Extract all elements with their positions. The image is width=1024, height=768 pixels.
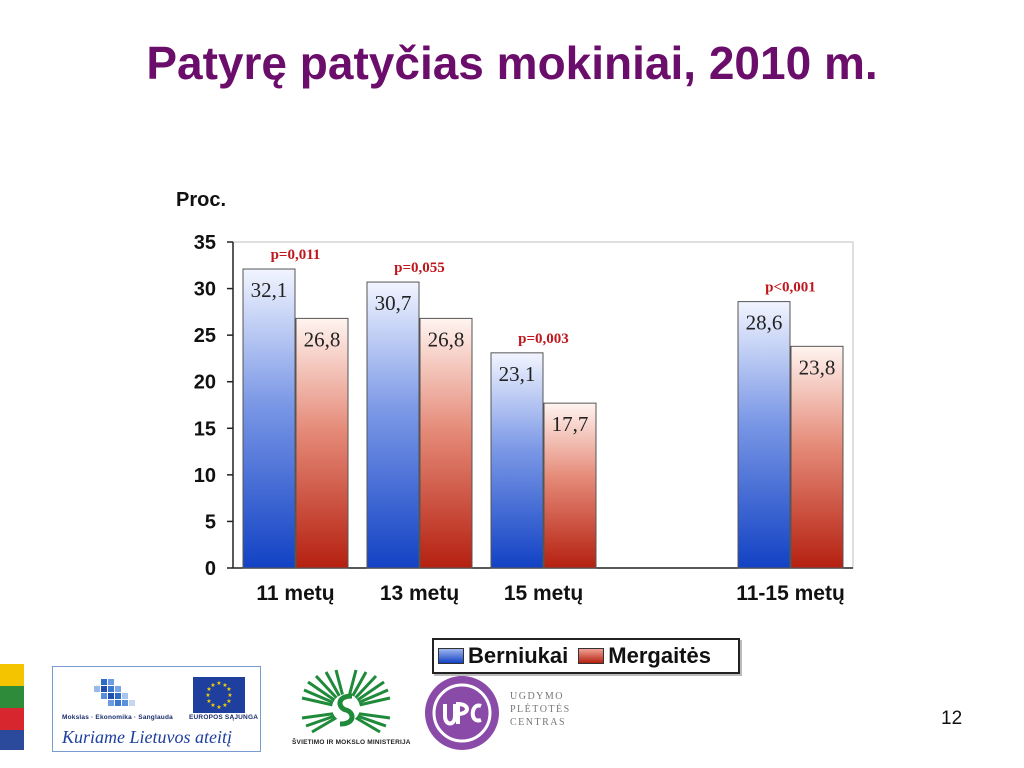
bar-berniukai-0	[242, 268, 296, 569]
legend-label-berniukai: Berniukai	[468, 643, 569, 668]
p-value-annotation: p<0,001	[765, 280, 816, 296]
y-tick-label: 25	[194, 325, 216, 347]
upc-logo-icon	[425, 676, 499, 750]
partner-motto: Mokslas · Ekonomika · Sanglauda	[62, 714, 173, 721]
bar-value-label: 32,1	[251, 278, 288, 302]
color-stripe-blue	[0, 730, 24, 750]
chart-legend: Berniukai Mergaitės	[432, 638, 740, 674]
y-tick-label: 15	[194, 418, 216, 440]
y-axis-label: Proc.	[176, 189, 226, 211]
x-axis-labels: 11 metų 13 metų 15 metų 11-15 metų	[256, 582, 844, 605]
legend-item-mergaites: Mergaitės	[578, 643, 711, 669]
p-value-annotation: p=0,003	[518, 331, 569, 347]
eu-flag-icon: ★ ★ ★ ★ ★ ★ ★ ★ ★ ★ ★ ★	[193, 677, 245, 713]
ministry-label: ŠVIETIMO IR MOKSLO MINISTERIJA	[292, 739, 411, 746]
upc-line-2: PLĖTOTĖS	[510, 704, 571, 715]
bar-chart: Proc. 0 5 10 15 20 25 30 35 32,1 26,8 p=0,011 30,7…	[176, 189, 854, 605]
svg-text:★: ★	[206, 698, 211, 705]
svg-text:★: ★	[205, 692, 210, 699]
bar-value-label: 17,7	[552, 412, 589, 436]
bar-mergaites-1	[419, 317, 473, 569]
color-stripe-yellow	[0, 664, 24, 686]
legend-swatch-red	[578, 648, 605, 664]
legend-item-berniukai: Berniukai	[438, 643, 568, 669]
ministry-emblem-icon	[301, 669, 391, 734]
color-stripe-red	[0, 708, 24, 730]
p-value-annotation: p=0,011	[271, 247, 321, 263]
bars-group: 32,1 26,8 p=0,011 30,7 26,8 p=0,055 23,1 17,7 p=…	[242, 247, 844, 569]
bar-value-label: 26,8	[304, 327, 341, 351]
upc-line-1: UGDYMO	[510, 691, 564, 702]
svg-text:★: ★	[227, 692, 232, 699]
bar-mergaites-0	[295, 317, 349, 569]
svg-text:★: ★	[222, 682, 227, 689]
svg-text:★: ★	[216, 704, 221, 711]
y-tick-label: 0	[205, 558, 216, 580]
bar-value-label: 28,6	[746, 311, 783, 335]
partner-logo: ★ ★ ★ ★ ★ ★ ★ ★ ★ ★ ★ ★ Mokslas · Ekonomika · Sa…	[52, 666, 261, 752]
x-category-label: 11-15 metų	[736, 582, 845, 605]
partner-slogan: Kuriame Lietuvos ateitį	[62, 727, 232, 747]
x-category-label: 13 metų	[380, 582, 459, 605]
svg-text:★: ★	[226, 698, 231, 705]
svg-text:★: ★	[206, 686, 211, 693]
color-stripe-green	[0, 686, 24, 708]
svg-text:★: ★	[222, 702, 227, 709]
eu-label: EUROPOS SĄJUNGA	[189, 714, 259, 721]
svg-text:★: ★	[210, 702, 215, 709]
svg-text:★: ★	[216, 680, 221, 687]
y-tick-label: 10	[194, 465, 216, 487]
bar-berniukai-1	[366, 281, 420, 569]
y-tick-label: 20	[194, 372, 216, 394]
bar-value-label: 23,8	[799, 355, 836, 379]
p-value-annotation: p=0,055	[394, 260, 445, 276]
y-tick-label: 35	[194, 232, 216, 254]
page-number: 12	[941, 708, 963, 729]
y-tick-label: 30	[194, 279, 216, 301]
pixel-map-icon	[94, 679, 135, 706]
bar-value-label: 23,1	[499, 362, 536, 386]
bar-berniukai-2	[490, 352, 544, 569]
legend-label-mergaites: Mergaitės	[608, 643, 711, 668]
upc-label: UGDYMO PLĖTOTĖS CENTRAS	[510, 690, 571, 729]
upc-line-3: CENTRAS	[510, 717, 567, 728]
x-category-label: 11 metų	[256, 582, 334, 605]
svg-text:★: ★	[210, 682, 215, 689]
bar-value-label: 26,8	[428, 327, 465, 351]
legend-swatch-blue	[438, 648, 464, 664]
bar-berniukai-3	[737, 301, 791, 569]
svg-text:★: ★	[226, 686, 231, 693]
y-tick-label: 5	[205, 511, 216, 533]
bar-value-label: 30,7	[375, 291, 412, 315]
bar-mergaites-2	[543, 402, 597, 569]
slide-title: Patyrę patyčias mokiniai, 2010 m.	[146, 37, 878, 89]
bar-mergaites-3	[790, 345, 844, 569]
x-category-label: 15 metų	[504, 582, 583, 605]
